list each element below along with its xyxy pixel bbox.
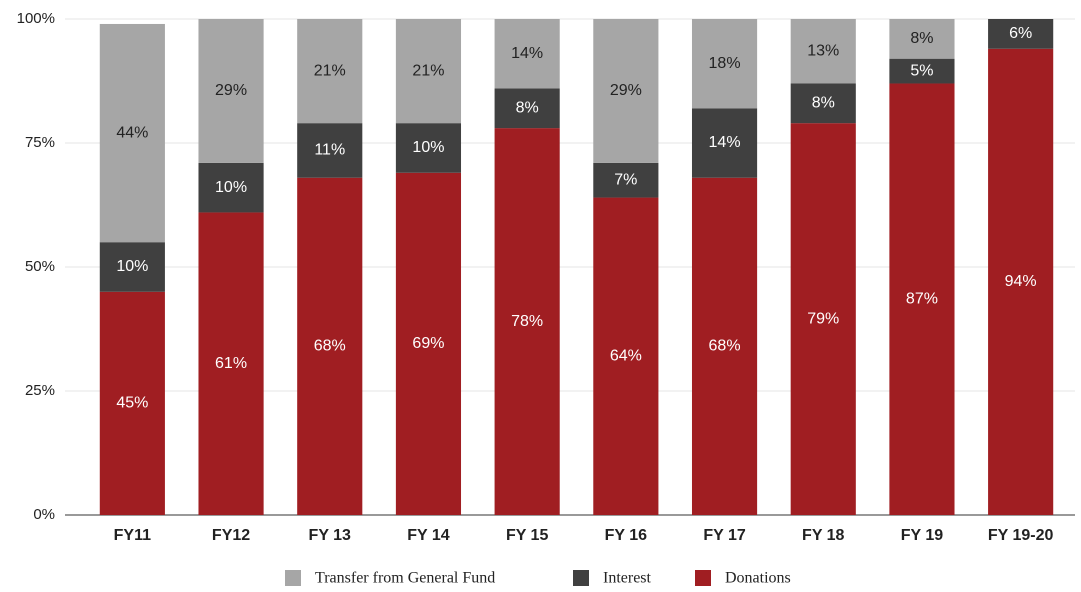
bar-segment [198,212,264,515]
data-label: 8% [812,95,835,112]
bar-segment [494,19,560,89]
data-label: 11% [314,142,345,159]
data-label: 6% [1009,25,1032,42]
x-tick-label: FY11 [114,527,151,544]
bar-segment [691,108,758,178]
data-label: 69% [412,335,444,352]
data-label: 44% [116,124,148,141]
data-label: 68% [314,338,346,355]
bar-segment [593,19,659,163]
data-label: 14% [709,134,741,151]
data-label: 10% [412,139,444,156]
bar-segment [691,177,758,515]
bar-segment [395,123,462,173]
data-label: 10% [215,179,247,196]
bar-segment [790,123,856,515]
legend-label: Transfer from General Fund [315,570,495,587]
legend-label: Donations [725,570,791,587]
y-tick-label: 50% [25,258,55,275]
x-tick-label: FY 19 [901,527,944,544]
data-label: 8% [516,99,539,116]
data-label: 21% [314,62,346,79]
data-label: 64% [610,347,642,364]
data-label: 21% [412,62,444,79]
bar-segment [889,83,955,515]
bar-segment [297,123,363,178]
data-label: 29% [215,82,247,99]
bar-segment [198,19,264,163]
legend-swatch [573,570,589,586]
bar-segment [889,19,955,59]
bar-segment [988,48,1054,515]
data-label: 7% [614,171,637,188]
data-label: 45% [116,395,148,412]
bar-segment [691,19,758,109]
x-tick-label: FY 19-20 [988,527,1054,544]
x-tick-label: FY 14 [407,527,450,544]
bar-segment [889,58,955,84]
x-tick-label: FY 17 [703,527,746,544]
bar-segment [790,19,856,84]
data-label: 8% [910,30,933,47]
bar-segment [297,19,363,124]
data-label: 13% [807,42,839,59]
bar-segment [790,83,856,124]
x-tick-label: FY 16 [605,527,648,544]
bar-segment [99,23,165,243]
y-tick-label: 75% [25,134,55,151]
bar-segment [99,291,165,515]
bar-segment [494,128,560,515]
data-label: 78% [511,313,543,330]
data-label: 10% [116,258,148,275]
data-label: 14% [511,45,543,62]
data-label: 68% [709,338,741,355]
y-tick-label: 25% [25,382,55,399]
data-label: 79% [807,310,839,327]
bar-segment [198,162,264,213]
legend-label: Interest [603,570,652,587]
x-tick-label: FY 15 [506,527,549,544]
x-tick-label: FY12 [212,527,250,544]
data-label: 94% [1005,273,1037,290]
x-tick-label: FY 13 [309,527,352,544]
bar-segment [593,197,659,515]
bar-segment [494,88,560,129]
data-label: 18% [709,55,741,72]
legend-swatch [285,570,301,586]
data-label: 5% [910,62,933,79]
bar-segment [395,172,462,515]
data-label: 29% [610,82,642,99]
y-tick-label: 100% [17,10,55,27]
x-tick-label: FY 18 [802,527,845,544]
bar-segment [988,19,1054,49]
legend-swatch [695,570,711,586]
y-tick-label: 0% [33,506,55,523]
data-label: 87% [906,290,938,307]
data-label: 61% [215,355,247,372]
bar-segment [395,19,462,124]
bar-segment [593,162,659,198]
bar-segment [297,177,363,515]
bar-segment [99,242,165,292]
